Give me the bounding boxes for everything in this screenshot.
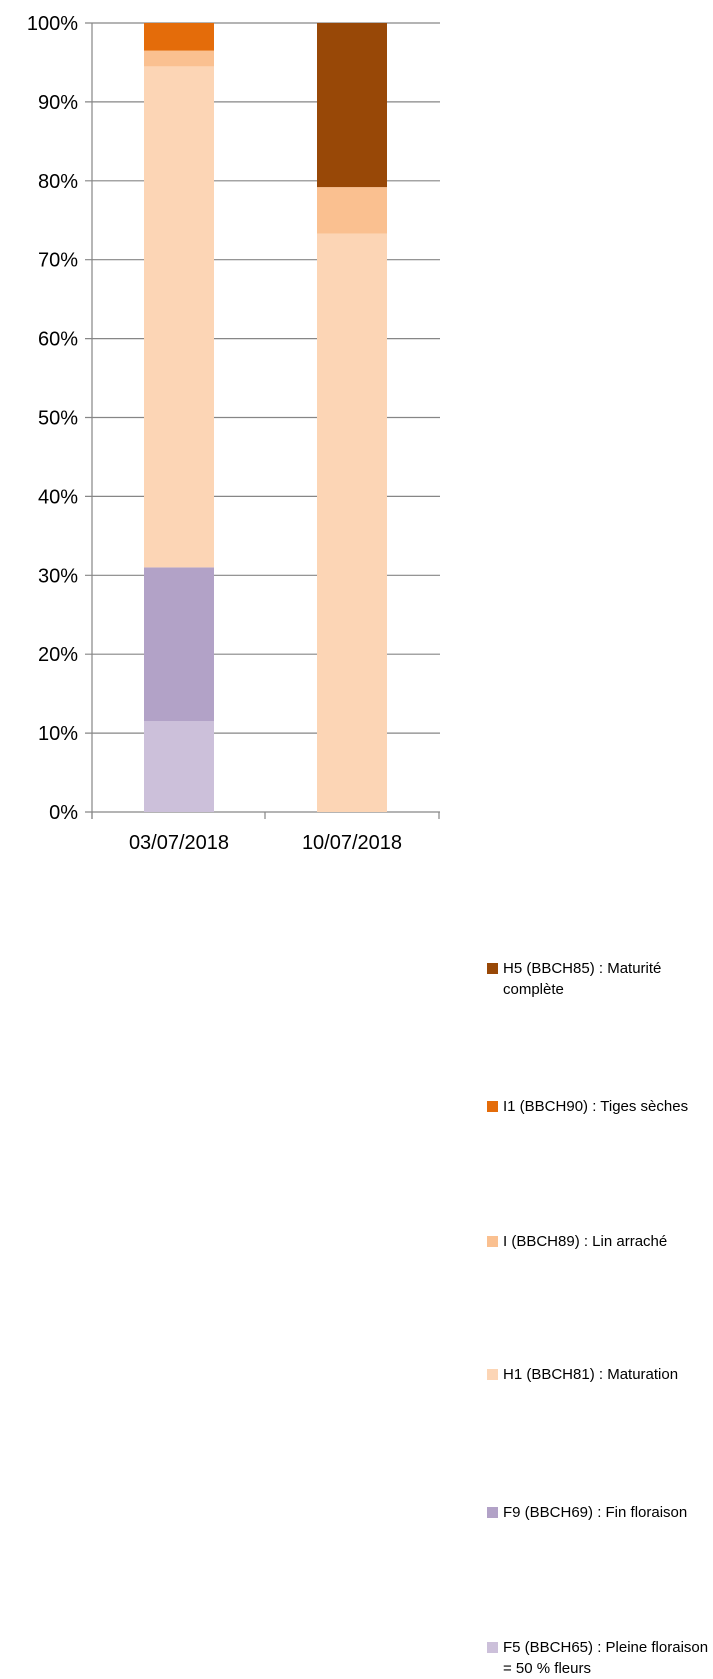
bar-segment — [144, 721, 214, 812]
y-tick-label: 0% — [49, 802, 78, 824]
y-tick-label: 60% — [38, 329, 78, 351]
bar-segment — [144, 50, 214, 67]
legend-label: I (BBCH89) : Lin arraché — [503, 1233, 668, 1250]
y-tick-label: 10% — [38, 723, 78, 745]
bar-segment — [144, 23, 214, 51]
legend-swatch — [487, 1236, 498, 1247]
y-tick-label: 80% — [38, 171, 78, 193]
chart-plot-area: 0% 10% 20% 30% 40% 50% 60% 70% 80% 90% 100% 03/07/2… — [27, 13, 440, 854]
legend-swatch — [487, 963, 498, 974]
x-category-label: 10/07/2018 — [302, 832, 402, 854]
y-tick-label: 30% — [38, 565, 78, 587]
bar-segment — [317, 23, 387, 188]
legend-label: F9 (BBCH69) : Fin floraison — [503, 1504, 688, 1521]
legend-swatch — [487, 1369, 498, 1380]
legend-swatch — [487, 1507, 498, 1518]
y-tick-label: 50% — [38, 408, 78, 430]
bar-segment — [317, 187, 387, 234]
legend-label: I1 (BBCH90) : Tiges sèches — [503, 1098, 689, 1115]
legend-swatch — [487, 1101, 498, 1112]
bar-segment — [144, 567, 214, 722]
y-tick-label: 20% — [38, 644, 78, 666]
legend-label: F5 (BBCH65) : Pleine floraison = 50 % fl… — [503, 1639, 709, 1677]
legend-label: H5 (BBCH85) : Maturité complète — [503, 960, 662, 998]
bar-segment — [317, 233, 387, 813]
y-tick-label: 40% — [38, 486, 78, 508]
y-tick-label: 100% — [27, 13, 78, 35]
y-tick-label: 70% — [38, 250, 78, 272]
stacked-bar-chart: 0% 10% 20% 30% 40% 50% 60% 70% 80% 90% 100% 03/07/2… — [27, 13, 708, 1677]
legend-label: H1 (BBCH81) : Maturation — [503, 1366, 679, 1383]
x-category-label: 03/07/2018 — [129, 832, 229, 854]
legend-swatch — [487, 1642, 498, 1653]
bar-segment — [144, 66, 214, 568]
y-tick-label: 90% — [38, 92, 78, 114]
